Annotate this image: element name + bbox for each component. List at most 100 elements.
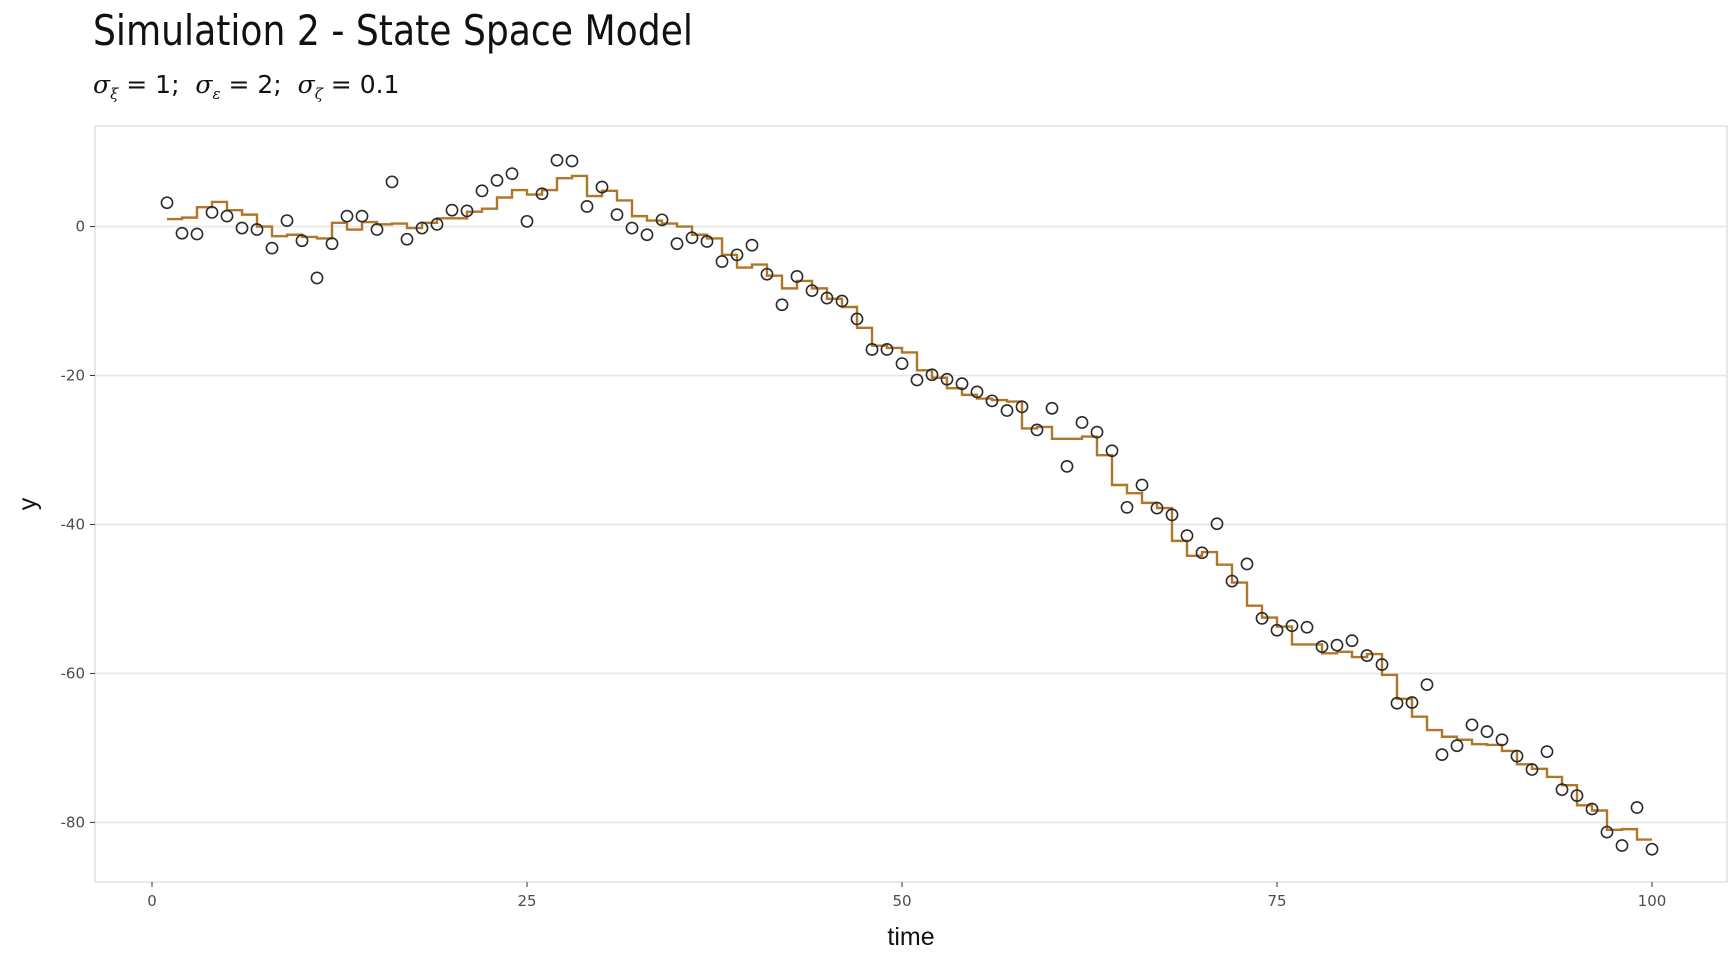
observation-point: [925, 368, 939, 382]
observation-point: [1405, 696, 1419, 709]
observation-point: [1255, 611, 1269, 625]
observation-point: [160, 196, 174, 210]
x-tick-label: 75: [1267, 892, 1286, 910]
observation-point: [175, 226, 189, 240]
observation-point: [1195, 546, 1209, 560]
observation-point: [1465, 718, 1479, 732]
observation-point: [970, 385, 984, 399]
observation-point: [1105, 444, 1119, 458]
observation-point: [580, 200, 594, 213]
observation-point: [1525, 763, 1539, 776]
observation-point: [730, 248, 744, 262]
observation-point: [1150, 501, 1164, 515]
x-tick-label: 100: [1638, 892, 1667, 910]
y-axis-ticks: 0 -20 -40 -60 -80: [61, 218, 95, 831]
subtitle-part: σε = 2;: [195, 70, 282, 103]
observation-point: [340, 209, 354, 223]
observation-point: [955, 377, 969, 391]
observation-point: [850, 312, 864, 326]
observation-point: [880, 343, 894, 356]
observation-point: [1285, 619, 1299, 633]
observation-point: [1180, 529, 1194, 543]
observation-point: [1390, 696, 1404, 710]
observation-point: [1270, 623, 1284, 637]
observation-point: [1090, 425, 1104, 439]
observation-point: [700, 235, 714, 248]
y-tick-label: -80: [61, 813, 86, 831]
observation-point: [280, 214, 294, 227]
observation-point: [670, 237, 684, 251]
gridlines: [95, 225, 1727, 824]
observation-point: [745, 238, 759, 252]
observation-point: [775, 298, 789, 312]
observation-point: [805, 284, 819, 298]
observation-point: [610, 208, 624, 222]
observation-point: [1435, 748, 1449, 762]
observation-point: [415, 221, 429, 235]
observation-point: [490, 173, 504, 187]
observation-point: [385, 175, 399, 189]
observation-point: [1375, 658, 1389, 671]
observation-point: [685, 231, 699, 245]
observation-point: [550, 153, 564, 167]
subtitle-part: σζ = 0.1: [297, 70, 400, 103]
x-tick-label: 25: [517, 892, 536, 910]
observation-point: [565, 154, 579, 168]
observation-point: [475, 184, 489, 198]
observation-point: [220, 209, 234, 223]
observation-point: [235, 221, 249, 235]
observation-point: [355, 209, 369, 223]
observation-point: [595, 180, 609, 194]
observation-point: [1480, 725, 1494, 738]
observation-point: [370, 223, 384, 236]
observation-point: [1645, 842, 1659, 856]
observation-point: [1570, 789, 1584, 802]
observation-point: [715, 255, 729, 268]
observation-point: [430, 217, 444, 231]
observation-point: [265, 241, 279, 255]
x-tick-label: 50: [892, 892, 911, 910]
y-tick-label: -60: [61, 664, 86, 682]
observation-point: [790, 270, 804, 283]
observation-point: [1330, 638, 1344, 652]
observation-point: [1240, 557, 1254, 571]
observation-point: [1345, 634, 1359, 648]
observation-point: [445, 203, 459, 217]
observation-point: [190, 227, 204, 241]
observation-point: [1510, 749, 1524, 763]
observation-point: [1555, 783, 1569, 797]
observation-point: [460, 204, 474, 218]
observation-point: [250, 223, 264, 236]
observation-point: [1360, 649, 1374, 662]
observation-point: [325, 237, 339, 251]
observation-point: [1630, 801, 1644, 814]
plot-panel: [94, 125, 1728, 883]
observation-point: [1300, 620, 1314, 634]
observation-point: [295, 234, 309, 248]
x-axis-ticks: 0 25 50 75 100: [147, 882, 1666, 910]
y-axis-title: y: [14, 497, 42, 510]
x-tick-label: 0: [147, 892, 157, 910]
observation-point: [1540, 745, 1554, 759]
y-tick-label: -20: [61, 367, 86, 385]
observation-point: [1420, 678, 1434, 692]
x-axis-title: time: [887, 923, 934, 951]
observation-point: [1165, 508, 1179, 522]
observation-point: [1015, 400, 1029, 414]
observation-point: [1600, 825, 1614, 839]
y-tick-label: -40: [61, 515, 86, 533]
y-tick-label: 0: [75, 218, 85, 236]
observation-point: [505, 167, 519, 181]
observation-point: [1000, 404, 1014, 417]
observation-point: [1060, 459, 1074, 473]
observation-point: [1075, 416, 1089, 429]
chart-title: Simulation 2 - State Space Model: [93, 6, 693, 55]
observation-point: [520, 214, 534, 228]
observation-point: [535, 187, 549, 201]
observation-point: [625, 221, 639, 235]
observation-point: [985, 394, 999, 408]
subtitle-part: σξ = 1;: [93, 70, 180, 103]
observation-point: [1045, 401, 1059, 415]
observation-point: [835, 294, 849, 308]
